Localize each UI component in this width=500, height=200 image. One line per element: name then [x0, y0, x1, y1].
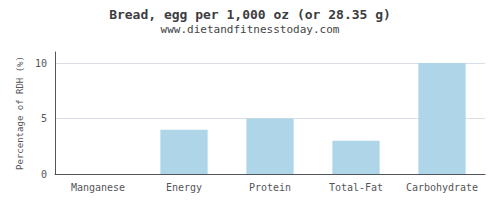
svg-text:Percentage of RDH (%): Percentage of RDH (%) — [15, 56, 25, 170]
svg-text:5: 5 — [41, 113, 47, 124]
svg-text:10: 10 — [35, 58, 47, 69]
svg-text:Manganese: Manganese — [71, 182, 125, 193]
svg-text:Protein: Protein — [249, 182, 291, 193]
svg-text:www.dietandfitnesstoday.com: www.dietandfitnesstoday.com — [161, 23, 340, 36]
svg-text:Carbohydrate: Carbohydrate — [406, 182, 478, 193]
svg-text:Total-Fat: Total-Fat — [329, 182, 383, 193]
svg-text:Energy: Energy — [166, 182, 202, 193]
svg-text:Bread, egg per 1,000 oz (or 28: Bread, egg per 1,000 oz (or 28.35 g) — [109, 7, 391, 22]
svg-text:0: 0 — [41, 169, 47, 180]
